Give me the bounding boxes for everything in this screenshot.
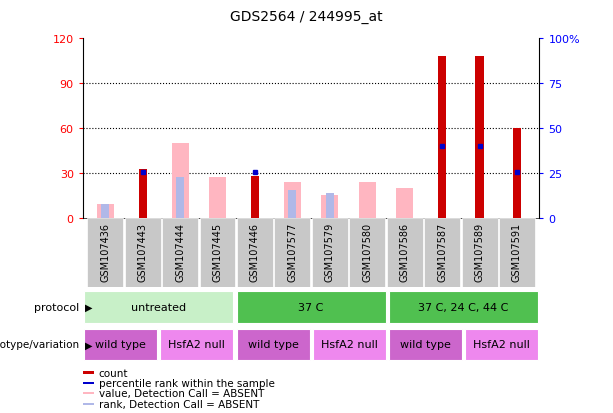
Text: GSM107586: GSM107586: [400, 222, 409, 281]
Bar: [513, 129, 521, 219]
Bar: [275, 219, 310, 287]
Bar: [312, 219, 348, 287]
Bar: [176, 178, 184, 219]
Bar: [389, 329, 462, 360]
Bar: [462, 219, 498, 287]
Text: GSM107587: GSM107587: [437, 222, 447, 281]
Bar: [465, 329, 538, 360]
Text: ▶: ▶: [85, 339, 92, 349]
Text: GSM107446: GSM107446: [250, 222, 260, 281]
Text: percentile rank within the sample: percentile rank within the sample: [99, 378, 275, 388]
Bar: [83, 392, 94, 394]
Text: GSM107436: GSM107436: [100, 222, 110, 281]
Text: protocol: protocol: [34, 302, 80, 312]
Bar: [284, 183, 301, 219]
Bar: [313, 329, 386, 360]
Text: count: count: [99, 368, 128, 378]
Bar: [84, 292, 234, 323]
Bar: [424, 219, 460, 287]
Text: GSM107444: GSM107444: [175, 222, 185, 281]
Bar: [288, 190, 297, 219]
Bar: [83, 382, 94, 384]
Text: wild type: wild type: [96, 339, 147, 349]
Bar: [200, 219, 235, 287]
Bar: [326, 194, 334, 219]
Bar: [87, 219, 123, 287]
Text: GDS2564 / 244995_at: GDS2564 / 244995_at: [230, 10, 383, 24]
Text: HsfA2 null: HsfA2 null: [169, 339, 226, 349]
Bar: [172, 143, 189, 219]
Text: GSM107579: GSM107579: [325, 222, 335, 281]
Text: value, Detection Call = ABSENT: value, Detection Call = ABSENT: [99, 388, 264, 399]
Text: HsfA2 null: HsfA2 null: [473, 339, 530, 349]
Bar: [237, 219, 273, 287]
Text: HsfA2 null: HsfA2 null: [321, 339, 378, 349]
Text: rank, Detection Call = ABSENT: rank, Detection Call = ABSENT: [99, 399, 259, 409]
Bar: [83, 372, 94, 374]
Text: ▶: ▶: [85, 302, 92, 312]
Bar: [83, 403, 94, 405]
Text: GSM107577: GSM107577: [287, 222, 297, 282]
Text: GSM107445: GSM107445: [213, 222, 223, 281]
Bar: [389, 292, 538, 323]
Bar: [251, 177, 259, 219]
Bar: [237, 329, 310, 360]
Text: wild type: wild type: [248, 339, 299, 349]
Text: GSM107591: GSM107591: [512, 222, 522, 281]
Bar: [161, 329, 234, 360]
Bar: [321, 195, 338, 219]
Bar: [476, 57, 484, 219]
Text: GSM107580: GSM107580: [362, 222, 372, 281]
Bar: [396, 188, 413, 219]
Bar: [124, 219, 161, 287]
Bar: [139, 169, 147, 219]
Text: wild type: wild type: [400, 339, 451, 349]
Bar: [162, 219, 198, 287]
Bar: [97, 204, 113, 219]
Bar: [101, 204, 109, 219]
Text: 37 C: 37 C: [299, 302, 324, 312]
Text: genotype/variation: genotype/variation: [0, 339, 80, 349]
Bar: [499, 219, 535, 287]
Bar: [387, 219, 422, 287]
Bar: [209, 178, 226, 219]
Text: untreated: untreated: [131, 302, 186, 312]
Text: GSM107589: GSM107589: [474, 222, 484, 281]
Bar: [349, 219, 385, 287]
Text: GSM107443: GSM107443: [138, 222, 148, 281]
Bar: [359, 183, 376, 219]
Bar: [237, 292, 386, 323]
Bar: [84, 329, 158, 360]
Text: 37 C, 24 C, 44 C: 37 C, 24 C, 44 C: [418, 302, 509, 312]
Bar: [438, 57, 446, 219]
